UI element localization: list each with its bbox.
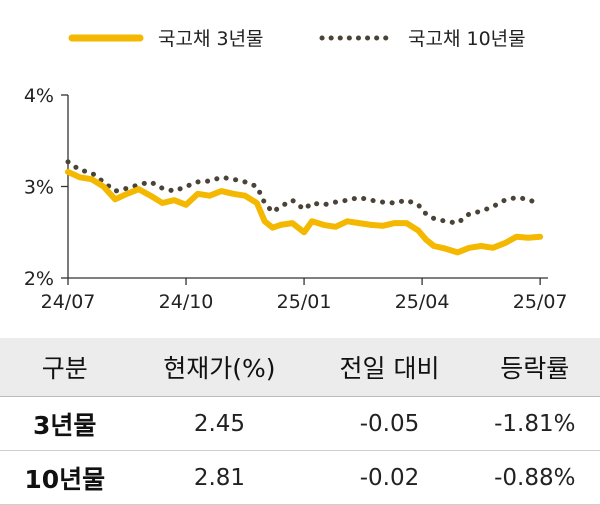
x-tick-label: 25/07 — [513, 291, 568, 313]
x-tick-label: 24/10 — [159, 291, 214, 313]
row-label: 3년물 — [0, 396, 130, 451]
row-price: 2.45 — [129, 396, 310, 451]
bond-yield-chart: 국고채 3년물 국고채 10년물 4% 3% 2%24/07 24/10 25/01 25… — [24, 28, 568, 313]
row-rate: -0.88% — [469, 450, 600, 505]
row-change: -0.02 — [309, 450, 470, 505]
row-change: -0.05 — [309, 396, 470, 451]
row-price: 2.81 — [129, 450, 310, 505]
row-label: 10년물 — [0, 450, 130, 505]
x-tick-label: 25/01 — [277, 291, 332, 313]
table-row-3y: 3년물 2.45 -0.05 -1.81% — [0, 396, 600, 451]
axes: 4% 3% 2%24/07 24/10 25/01 25/04 25/07 — [24, 85, 568, 313]
table-header-row: 구분 현재가(%) 전일 대비 등락률 — [0, 338, 600, 397]
table-header-change: 전일 대비 — [309, 338, 470, 397]
legend: 국고채 3년물 국고채 10년물 — [68, 28, 526, 50]
y-tick-label: 3% — [24, 177, 54, 199]
x-tick-label: 24/07 — [41, 291, 96, 313]
series-line-3y — [65, 168, 544, 256]
y-tick-label: 2% — [24, 268, 54, 290]
legend-label-10y: 국고채 10년물 — [408, 28, 526, 50]
x-tick-label: 25/04 — [395, 291, 450, 313]
yield-table: 구분 현재가(%) 전일 대비 등락률 3년물 2.45 -0.05 -1.81… — [0, 338, 600, 505]
table-row-10y: 10년물 2.81 -0.02 -0.88% — [0, 450, 600, 505]
y-tick-label: 4% — [24, 85, 54, 107]
plot-area — [65, 159, 544, 256]
legend-label-3y: 국고채 3년물 — [158, 28, 264, 50]
table-header-rate: 등락률 — [469, 338, 600, 397]
table-header-category: 구분 — [0, 338, 130, 397]
row-rate: -1.81% — [469, 396, 600, 451]
table-header-price: 현재가(%) — [129, 338, 310, 397]
